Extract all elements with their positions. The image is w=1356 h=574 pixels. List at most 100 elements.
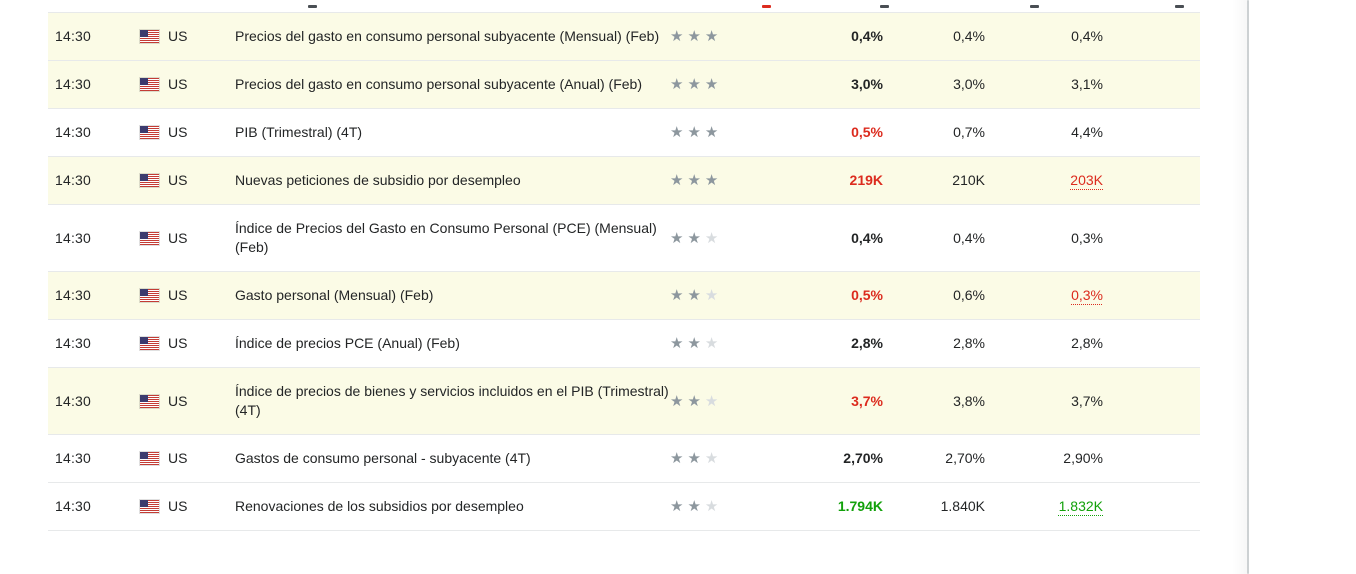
previous-value[interactable]: 203K bbox=[1070, 172, 1103, 188]
event-name-link[interactable]: Índice de Precios del Gasto en Consumo P… bbox=[235, 220, 657, 255]
forecast-value: 0,4% bbox=[953, 229, 985, 246]
star-filled-icon: ★ bbox=[670, 287, 688, 304]
country-label: US bbox=[168, 392, 188, 409]
star-filled-icon: ★ bbox=[670, 450, 688, 467]
star-filled-icon: ★ bbox=[687, 229, 705, 247]
importance-stars: ★★★ bbox=[670, 392, 765, 411]
star-filled-icon: ★ bbox=[687, 124, 705, 141]
event-country: US bbox=[140, 123, 235, 142]
country-label: US bbox=[168, 76, 188, 92]
previous-value: 2,8% bbox=[1071, 335, 1103, 351]
text-fragment bbox=[1030, 5, 1039, 8]
star-filled-icon: ★ bbox=[704, 124, 723, 141]
star-filled-icon: ★ bbox=[704, 28, 723, 45]
importance-stars: ★★★ bbox=[670, 75, 765, 94]
actual-value: 3,7% bbox=[851, 392, 883, 409]
star-empty-icon: ★ bbox=[704, 392, 723, 410]
previous-value[interactable]: 0,3% bbox=[1071, 287, 1103, 303]
star-empty-icon: ★ bbox=[704, 287, 723, 304]
star-filled-icon: ★ bbox=[687, 335, 705, 352]
text-fragment bbox=[308, 5, 317, 8]
star-filled-icon: ★ bbox=[670, 229, 688, 247]
us-flag-icon bbox=[140, 500, 159, 513]
text-fragment bbox=[880, 5, 889, 8]
star-filled-icon: ★ bbox=[670, 172, 688, 189]
event-time: 14:30 bbox=[55, 229, 92, 246]
forecast-value: 0,6% bbox=[953, 287, 985, 303]
event-name-cell: PIB (Trimestral) (4T) bbox=[235, 123, 670, 142]
actual-value: 0,5% bbox=[851, 124, 883, 140]
event-name-link[interactable]: Precios del gasto en consumo personal su… bbox=[235, 76, 642, 92]
event-name-cell: Precios del gasto en consumo personal su… bbox=[235, 75, 670, 94]
event-name-link[interactable]: Renovaciones de los subsidios por desemp… bbox=[235, 498, 524, 514]
country-label: US bbox=[168, 28, 188, 44]
star-filled-icon: ★ bbox=[670, 498, 688, 515]
forecast-value: 2,70% bbox=[945, 450, 985, 466]
forecast-value: 3,8% bbox=[953, 392, 985, 409]
event-time: 14:30 bbox=[55, 76, 92, 92]
forecast-value: 210K bbox=[952, 172, 985, 188]
star-empty-icon: ★ bbox=[704, 450, 723, 467]
panel-edge-shade bbox=[1232, 0, 1247, 574]
actual-value: 3,0% bbox=[851, 76, 883, 92]
event-country: US bbox=[140, 75, 235, 94]
event-time: 14:30 bbox=[55, 335, 92, 351]
country-label: US bbox=[168, 498, 188, 514]
event-row: 14:30 US Índice de Precios del Gasto en … bbox=[48, 205, 1200, 272]
previous-value[interactable]: 1.832K bbox=[1058, 498, 1103, 514]
event-name-link[interactable]: Índice de precios de bienes y servicios … bbox=[235, 383, 669, 418]
previous-value: 2,90% bbox=[1063, 450, 1103, 466]
country-label: US bbox=[168, 335, 188, 351]
star-filled-icon: ★ bbox=[687, 392, 705, 410]
star-empty-icon: ★ bbox=[704, 498, 723, 515]
forecast-value: 1.840K bbox=[940, 498, 985, 514]
event-country: US bbox=[140, 392, 235, 411]
actual-value: 219K bbox=[849, 172, 883, 188]
previous-value: 4,4% bbox=[1071, 124, 1103, 140]
country-label: US bbox=[168, 124, 188, 140]
event-name-link[interactable]: Precios del gasto en consumo personal su… bbox=[235, 28, 660, 44]
us-flag-icon bbox=[140, 394, 159, 408]
previous-value: 3,1% bbox=[1071, 76, 1103, 92]
event-country: US bbox=[140, 171, 235, 190]
event-name-cell: Gastos de consumo personal - subyacente … bbox=[235, 449, 670, 468]
event-country: US bbox=[140, 27, 235, 46]
star-filled-icon: ★ bbox=[687, 28, 705, 45]
event-name-cell: Índice de precios PCE (Anual) (Feb) bbox=[235, 334, 670, 353]
importance-stars: ★★★ bbox=[670, 449, 765, 468]
us-flag-icon bbox=[140, 231, 159, 245]
importance-stars: ★★★ bbox=[670, 334, 765, 353]
event-row: 14:30 US Gasto personal (Mensual) (Feb) … bbox=[48, 272, 1200, 320]
star-filled-icon: ★ bbox=[704, 172, 723, 189]
event-time: 14:30 bbox=[55, 392, 92, 409]
star-filled-icon: ★ bbox=[687, 498, 705, 515]
us-flag-icon bbox=[140, 337, 159, 350]
importance-stars: ★★★ bbox=[670, 27, 765, 46]
us-flag-icon bbox=[140, 289, 159, 302]
event-row: 14:30 US Gastos de consumo personal - su… bbox=[48, 435, 1200, 483]
event-country: US bbox=[140, 229, 235, 248]
event-row: 14:30 US Índice de precios PCE (Anual) (… bbox=[48, 320, 1200, 368]
event-name-link[interactable]: PIB (Trimestral) (4T) bbox=[235, 124, 363, 140]
event-name-link[interactable]: Gasto personal (Mensual) (Feb) bbox=[235, 287, 434, 303]
event-name-cell: Renovaciones de los subsidios por desemp… bbox=[235, 497, 670, 516]
star-filled-icon: ★ bbox=[687, 172, 705, 189]
event-time: 14:30 bbox=[55, 498, 92, 514]
importance-stars: ★★★ bbox=[670, 497, 765, 516]
event-name-cell: Precios del gasto en consumo personal su… bbox=[235, 27, 670, 46]
importance-stars: ★★★ bbox=[670, 229, 765, 248]
event-name-link[interactable]: Índice de precios PCE (Anual) (Feb) bbox=[235, 335, 460, 351]
importance-stars: ★★★ bbox=[670, 171, 765, 190]
event-time: 14:30 bbox=[55, 124, 92, 140]
star-filled-icon: ★ bbox=[687, 76, 705, 93]
event-country: US bbox=[140, 497, 235, 516]
event-name-link[interactable]: Nuevas peticiones de subsidio por desemp… bbox=[235, 172, 521, 188]
event-name-link[interactable]: Gastos de consumo personal - subyacente … bbox=[235, 450, 531, 466]
event-row: 14:30 US PIB (Trimestral) (4T) ★★★ 0,5% … bbox=[48, 109, 1200, 157]
us-flag-icon bbox=[140, 174, 159, 187]
vertical-scrollbar[interactable] bbox=[1247, 0, 1249, 574]
us-flag-icon bbox=[140, 126, 159, 139]
event-country: US bbox=[140, 334, 235, 353]
us-flag-icon bbox=[140, 78, 159, 91]
